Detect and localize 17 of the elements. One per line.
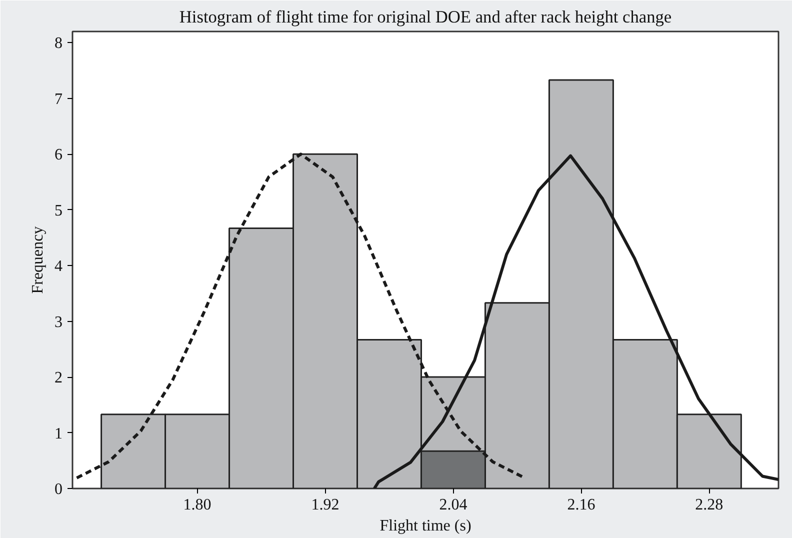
y-tick-label: 5 [54, 202, 62, 220]
y-tick-label: 6 [54, 146, 62, 164]
y-tick-label: 2 [54, 370, 62, 387]
y-tick-label: 1 [54, 425, 62, 442]
y-tick-label: 8 [54, 35, 62, 52]
x-tick-label: 1.80 [183, 496, 212, 514]
y-tick-label: 0 [54, 481, 62, 498]
x-tick-label: 2.04 [439, 496, 468, 514]
chart-title: Histogram of flight time for original DOE and after rack height change [179, 8, 672, 26]
x-tick-label: 2.16 [567, 496, 596, 514]
x-tick-label: 2.28 [695, 496, 724, 514]
x-axis-title: Flight time (s) [380, 518, 472, 534]
y-tick-label: 3 [54, 314, 62, 331]
y-tick-label: 4 [54, 258, 62, 276]
y-tick-label: 7 [54, 90, 62, 108]
x-tick-label: 1.92 [311, 496, 340, 514]
y-axis-title: Frequency [30, 226, 46, 294]
